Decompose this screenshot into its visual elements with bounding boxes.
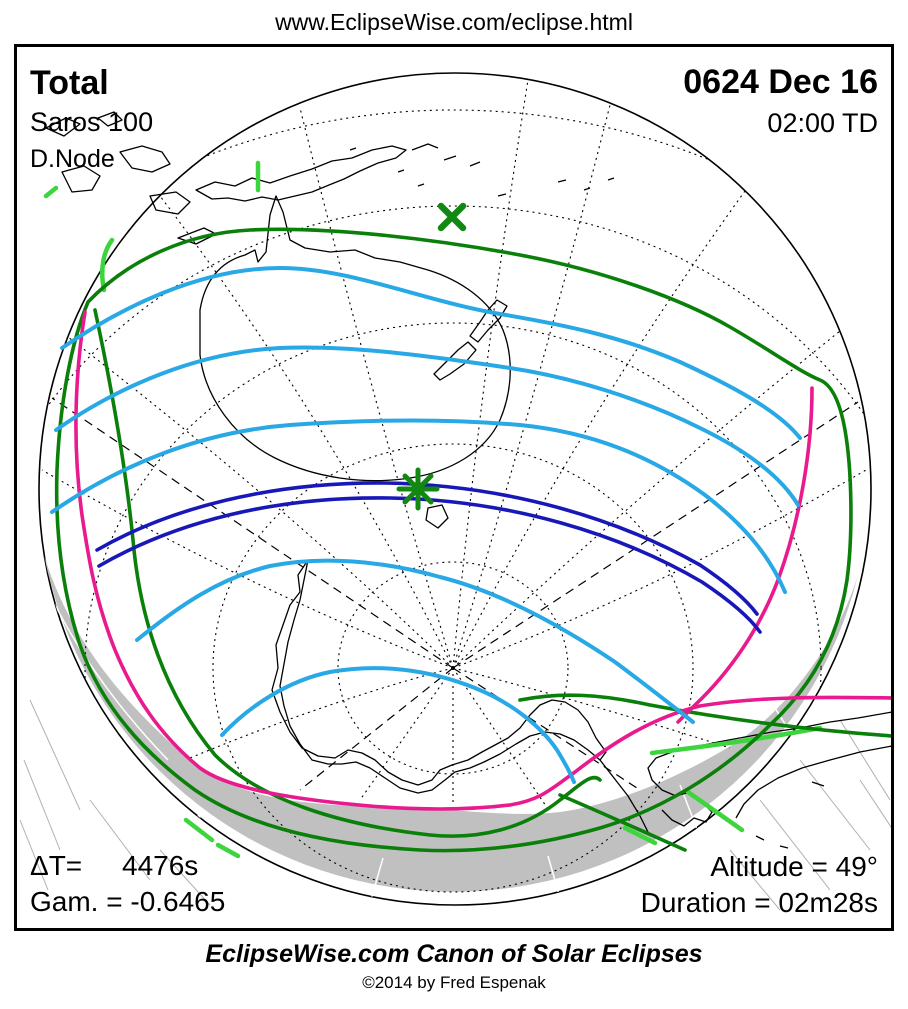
south-atlantic-islands — [755, 781, 825, 849]
coastlines — [45, 111, 891, 849]
pacific-islands — [349, 147, 615, 197]
eclipse-type-label: Total — [30, 64, 109, 102]
tasmania-coast — [425, 504, 449, 529]
melanesia-islands — [411, 143, 481, 167]
x-marker — [437, 202, 467, 232]
antarctic-peninsula — [599, 759, 651, 837]
totality-path — [95, 481, 762, 634]
magnitude-contours — [50, 265, 802, 784]
saros-label: Saros 100 — [30, 107, 153, 137]
new-guinea-coast — [195, 145, 407, 202]
duration-label: Duration = 02m28s — [641, 887, 878, 918]
footer-credit: EclipseWise.com Canon of Solar Eclipses — [205, 940, 702, 968]
penumbral-inner-limit — [93, 308, 602, 838]
latitude-circles — [39, 109, 871, 905]
meridian-lines — [41, 79, 867, 813]
sunrise-sunset-segments — [43, 160, 823, 859]
page-title: www.EclipseWise.com/eclipse.html — [274, 9, 633, 35]
node-label: D.Node — [30, 145, 115, 173]
altitude-label: Altitude = 49° — [710, 851, 878, 882]
delta-t-label: ΔT= — [30, 850, 82, 881]
antarctica-coast — [271, 559, 607, 794]
new-zealand-south — [433, 341, 477, 381]
penumbral-limit-southeast — [518, 693, 891, 738]
eclipse-date-label: 0624 Dec 16 — [683, 63, 878, 101]
penumbral-limit-curves — [54, 227, 891, 853]
map-area: Total Saros 100 D.Node 0624 Dec 16 02:00… — [19, 63, 891, 918]
footer-copyright: ©2014 by Fred Espenak — [362, 973, 546, 992]
sunset-curve-east — [676, 386, 814, 724]
asterisk-marker — [396, 467, 440, 511]
new-zealand-north — [469, 299, 508, 343]
delta-t-value: 4476s — [122, 850, 198, 881]
australia-coast — [199, 195, 511, 482]
dashed-meridians — [51, 397, 859, 791]
penumbral-limit-tail — [558, 793, 687, 852]
corner-hatching — [19, 699, 891, 911]
south-america-east-coast — [735, 745, 891, 819]
eclipse-time-label: 02:00 TD — [767, 108, 878, 138]
gamma-label: Gam. = -0.6465 — [30, 886, 225, 917]
sunset-sunrise-curves — [74, 310, 891, 811]
south-america-west-coast — [647, 711, 891, 827]
